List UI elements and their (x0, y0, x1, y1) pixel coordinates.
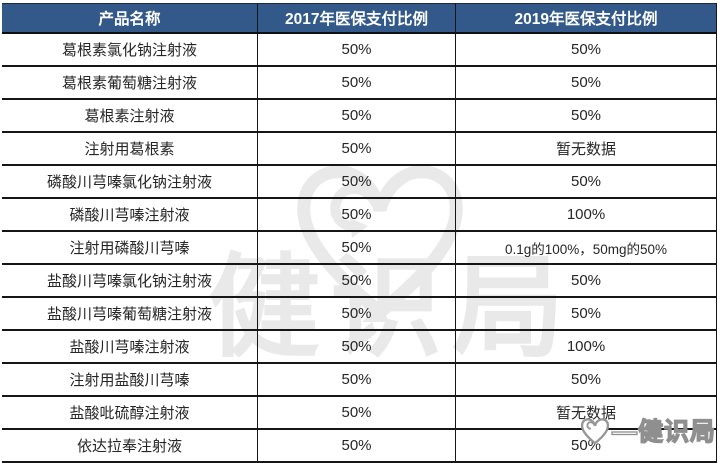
column-header-product-name: 产品名称 (2, 3, 258, 34)
product-name-cell: 葛根素注射液 (2, 100, 258, 133)
table-row: 葛根素注射液 50% 50% (2, 100, 717, 133)
ratio-2019-cell: 50% (456, 364, 717, 397)
ratio-2019-cell: 100% (456, 199, 717, 232)
table-row: 盐酸川芎嗪葡萄糖注射液 50% 50% (2, 298, 717, 331)
ratio-2019-cell: 50% (456, 298, 717, 331)
table-body: 葛根素氯化钠注射液 50% 50% 葛根素葡萄糖注射液 50% 50% 葛根素注射液 50% 5… (2, 34, 717, 463)
product-name-cell: 盐酸川芎嗪氯化钠注射液 (2, 265, 258, 298)
ratio-2017-cell: 50% (258, 67, 456, 100)
ratio-2017-cell: 50% (258, 199, 456, 232)
ratio-2017-cell: 50% (258, 298, 456, 331)
table-row: 葛根素葡萄糖注射液 50% 50% (2, 67, 717, 100)
ratio-2017-cell: 50% (258, 133, 456, 166)
table-row: 盐酸川芎嗪氯化钠注射液 50% 50% (2, 265, 717, 298)
insurance-payment-table: 产品名称 2017年医保支付比例 2019年医保支付比例 葛根素氯化钠注射液 50… (2, 3, 717, 463)
table-row: 葛根素氯化钠注射液 50% 50% (2, 34, 717, 67)
table-row: 磷酸川芎嗪氯化钠注射液 50% 50% (2, 166, 717, 199)
ratio-2017-cell: 50% (258, 34, 456, 67)
ratio-2017-cell: 50% (258, 397, 456, 430)
product-name-cell: 磷酸川芎嗪注射液 (2, 199, 258, 232)
ratio-2017-cell: 50% (258, 430, 456, 463)
table-row: 盐酸川芎嗪注射液 50% 100% (2, 331, 717, 364)
ratio-2019-cell: 50% (456, 265, 717, 298)
ratio-2017-cell: 50% (258, 331, 456, 364)
table-row: 磷酸川芎嗪注射液 50% 100% (2, 199, 717, 232)
product-name-cell: 盐酸吡硫醇注射液 (2, 397, 258, 430)
table-row: 注射用磷酸川芎嗪 50% 0.1g的100%，50mg的50% (2, 232, 717, 265)
product-name-cell: 注射用葛根素 (2, 133, 258, 166)
ratio-2019-cell: 50% (456, 34, 717, 67)
product-name-cell: 葛根素葡萄糖注射液 (2, 67, 258, 100)
product-name-cell: 注射用盐酸川芎嗪 (2, 364, 258, 397)
ratio-2019-cell: 0.1g的100%，50mg的50% (456, 232, 717, 265)
table-row: 注射用盐酸川芎嗪 50% 50% (2, 364, 717, 397)
product-name-cell: 依达拉奉注射液 (2, 430, 258, 463)
ratio-2019-cell: 暂无数据 (456, 133, 717, 166)
table-row: 注射用葛根素 50% 暂无数据 (2, 133, 717, 166)
ratio-2019-cell: 100% (456, 331, 717, 364)
table-header-row: 产品名称 2017年医保支付比例 2019年医保支付比例 (2, 3, 717, 34)
column-header-2019-ratio: 2019年医保支付比例 (456, 3, 717, 34)
product-name-cell: 磷酸川芎嗪氯化钠注射液 (2, 166, 258, 199)
ratio-2017-cell: 50% (258, 364, 456, 397)
ratio-2019-cell: 50% (456, 100, 717, 133)
table-row: 盐酸吡硫醇注射液 50% 暂无数据 (2, 397, 717, 430)
ratio-2019-cell: 50% (456, 166, 717, 199)
ratio-2019-cell: 暂无数据 (456, 397, 717, 430)
product-name-cell: 盐酸川芎嗪葡萄糖注射液 (2, 298, 258, 331)
table-row: 依达拉奉注射液 50% 50% (2, 430, 717, 463)
ratio-2019-cell: 50% (456, 67, 717, 100)
product-name-cell: 葛根素氯化钠注射液 (2, 34, 258, 67)
ratio-2017-cell: 50% (258, 100, 456, 133)
product-name-cell: 盐酸川芎嗪注射液 (2, 331, 258, 364)
product-name-cell: 注射用磷酸川芎嗪 (2, 232, 258, 265)
ratio-2017-cell: 50% (258, 232, 456, 265)
ratio-2017-cell: 50% (258, 265, 456, 298)
ratio-2019-cell: 50% (456, 430, 717, 463)
ratio-2017-cell: 50% (258, 166, 456, 199)
column-header-2017-ratio: 2017年医保支付比例 (258, 3, 456, 34)
